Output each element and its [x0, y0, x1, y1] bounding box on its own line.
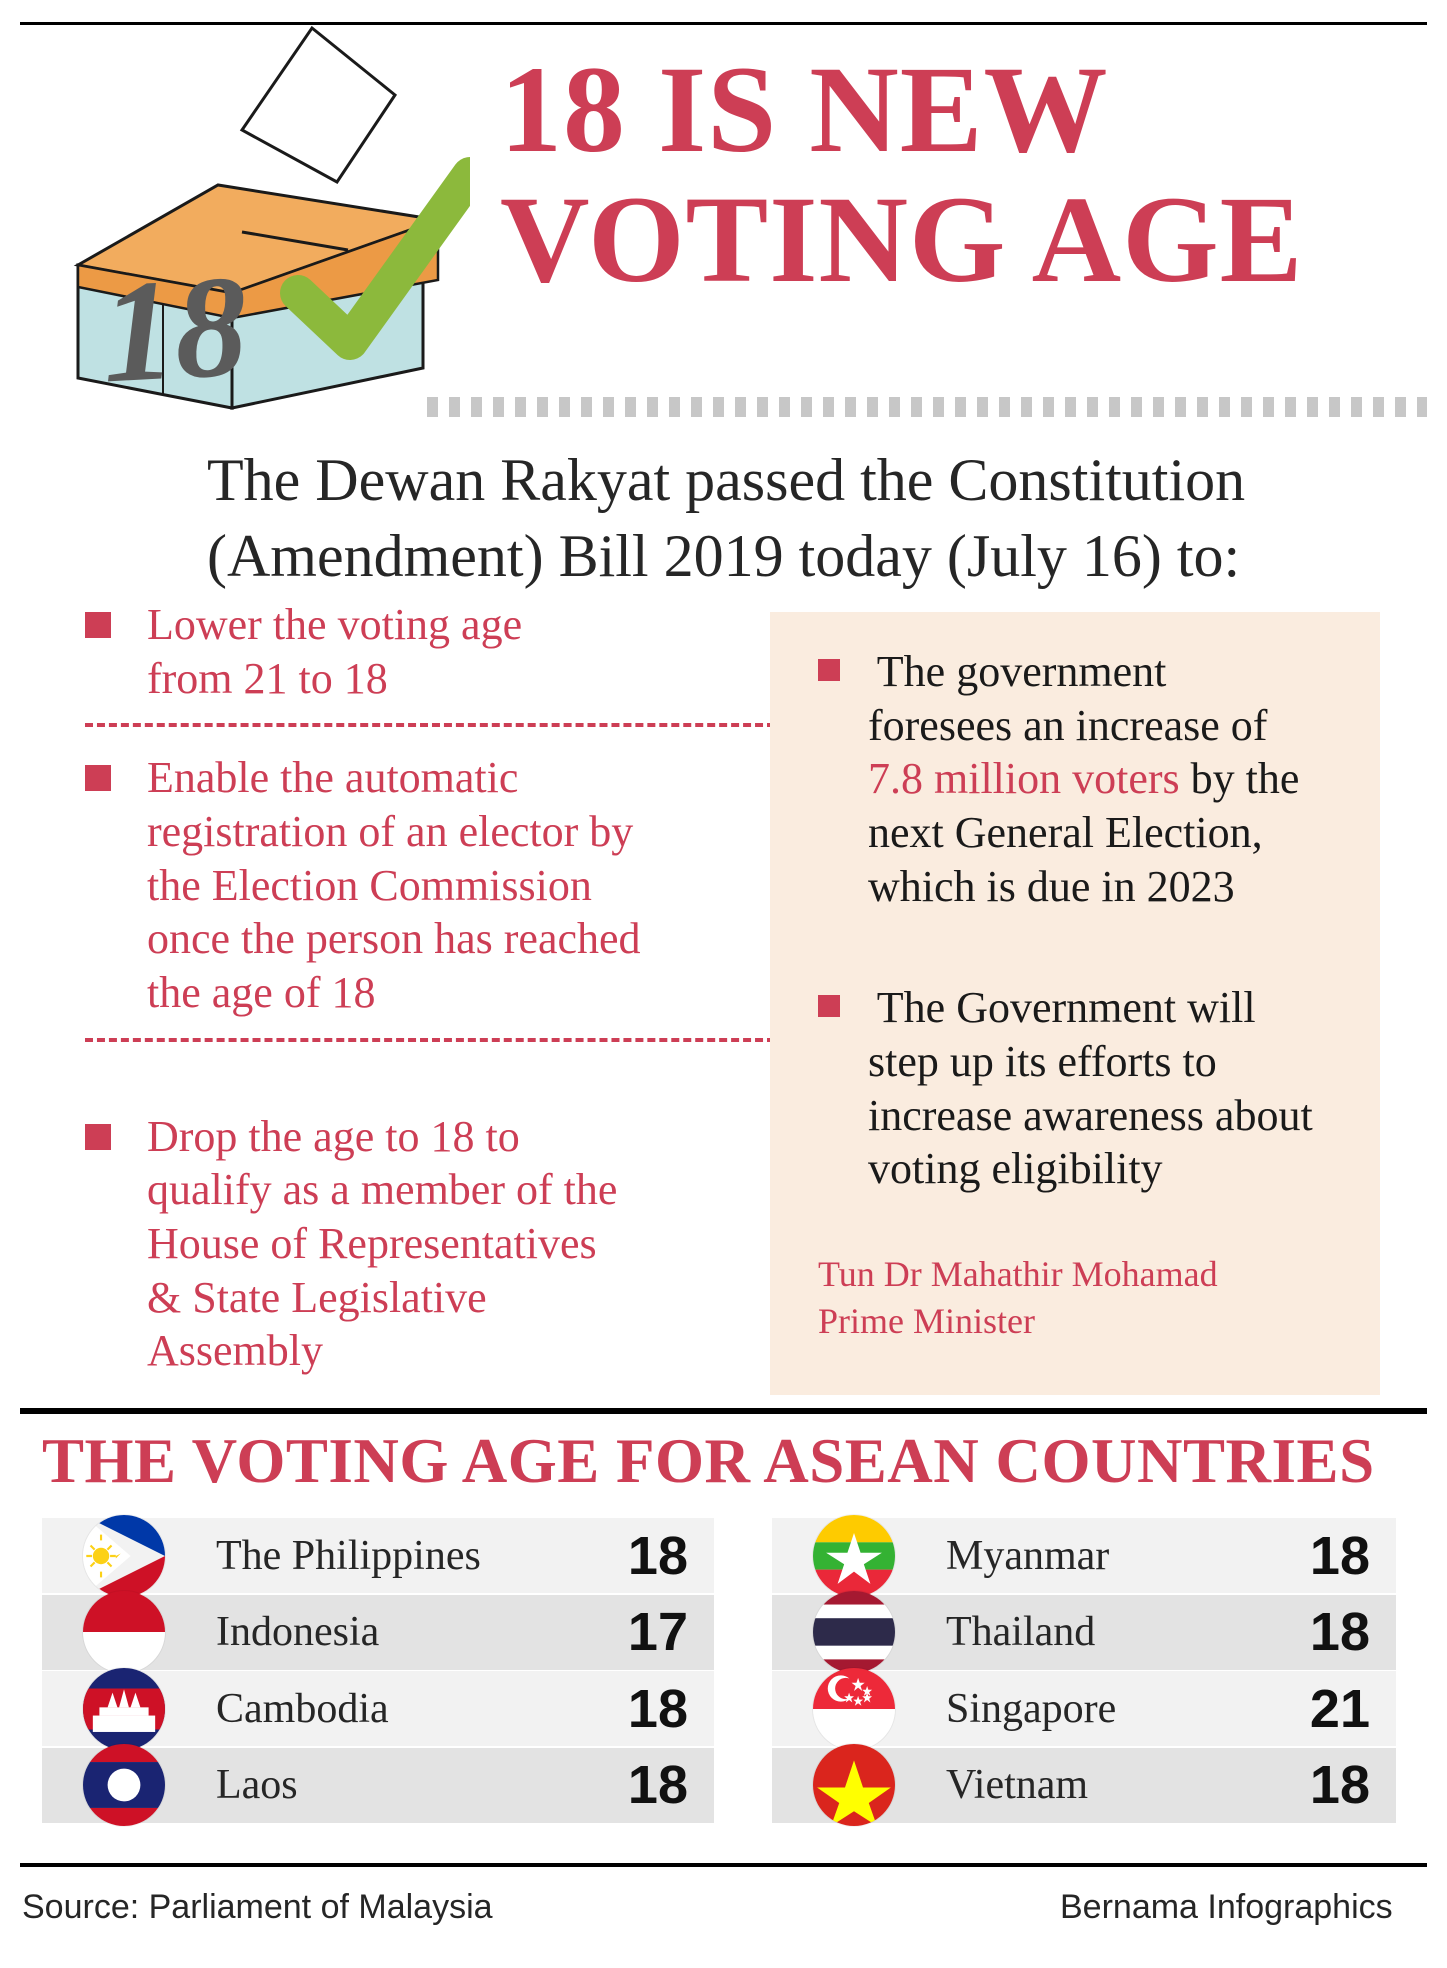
svg-text:18: 18	[98, 246, 251, 413]
